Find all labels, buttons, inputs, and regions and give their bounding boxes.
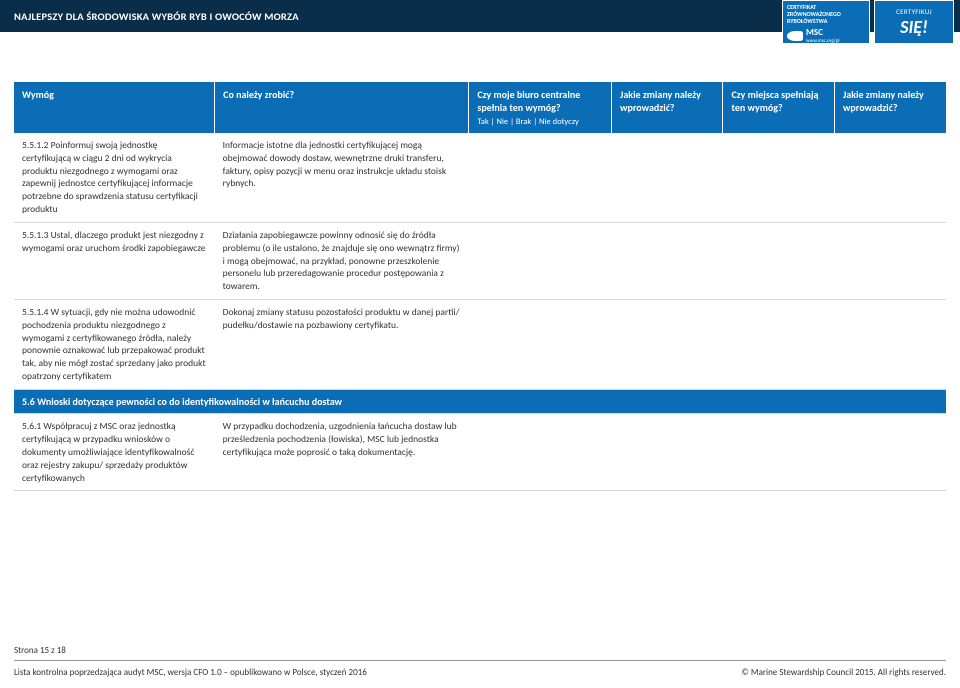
header-central: Czy moje biuro centralne spełnia ten wym… xyxy=(469,82,612,133)
req-cell: 5.5.1.3 Ustal, dlaczego produkt jest nie… xyxy=(14,222,215,299)
action-cell: Działania zapobiegawcze powinny odnosić … xyxy=(215,222,469,299)
header-requirement: Wymóg xyxy=(14,82,215,133)
section-row: 5.6 Wnioski dotyczące pewności co do ide… xyxy=(14,389,946,414)
empty-cell xyxy=(723,133,834,222)
cert-line3: RYBOŁÓWSTWA xyxy=(787,18,865,25)
sie-big: SIĘ! xyxy=(900,16,928,38)
action-cell: W przypadku dochodzenia, uzgodnienia łań… xyxy=(215,414,469,491)
empty-cell xyxy=(612,414,723,491)
empty-cell xyxy=(834,299,946,389)
banner-title: NAJLEPSZY DLA ŚRODOWISKA WYBÓR RYB I OWO… xyxy=(14,10,299,23)
sie-badge: CERTYFIKUJ SIĘ! xyxy=(874,0,954,44)
section-title: 5.6 Wnioski dotyczące pewności co do ide… xyxy=(14,389,946,414)
requirements-table: Wymóg Co należy zrobić? Czy moje biuro c… xyxy=(14,82,946,491)
empty-cell xyxy=(834,414,946,491)
page-number: Strona 15 z 18 xyxy=(14,645,946,656)
empty-cell xyxy=(834,222,946,299)
empty-cell xyxy=(612,299,723,389)
header-central-sub: Tak | Nie | Brak | Nie dotyczy xyxy=(477,117,603,127)
empty-cell xyxy=(723,222,834,299)
sie-top: CERTYFIKUJ xyxy=(896,7,932,16)
msc-cert-badge: CERTYFIKAT ZRÓWNOWAŻONEGO RYBOŁÓWSTWA MS… xyxy=(782,0,870,44)
fish-icon xyxy=(787,31,803,41)
table-header-row: Wymóg Co należy zrobić? Czy moje biuro c… xyxy=(14,82,946,133)
empty-cell xyxy=(723,299,834,389)
header-central-top: Czy moje biuro centralne spełnia ten wym… xyxy=(477,88,580,114)
footer-divider xyxy=(14,660,946,661)
footer-left: Lista kontrolna poprzedzająca audyt MSC,… xyxy=(14,667,367,678)
table-row: 5.6.1 Współpracuj z MSC oraz jednostką c… xyxy=(14,414,946,491)
empty-cell xyxy=(723,414,834,491)
main-content: Wymóg Co należy zrobić? Czy moje biuro c… xyxy=(0,32,960,491)
action-cell: Informacje istotne dla jednostki certyfi… xyxy=(215,133,469,222)
footer-right: © Marine Stewardship Council 2015. All r… xyxy=(741,667,946,678)
empty-cell xyxy=(612,133,723,222)
msc-label: MSC xyxy=(806,28,840,39)
table-row: 5.5.1.3 Ustal, dlaczego produkt jest nie… xyxy=(14,222,946,299)
header-changes1: Jakie zmiany należy wprowadzić? xyxy=(612,82,723,133)
header-changes2: Jakie zmiany należy wprowadzić? xyxy=(834,82,946,133)
empty-cell xyxy=(469,414,612,491)
action-cell: Dokonaj zmiany statusu pozostałości prod… xyxy=(215,299,469,389)
req-cell: 5.5.1.2 Poinformuj swoją jednostkę certy… xyxy=(14,133,215,222)
header-places: Czy miejsca spełniają ten wymóg? xyxy=(723,82,834,133)
empty-cell xyxy=(469,299,612,389)
header-action: Co należy zrobić? xyxy=(215,82,469,133)
table-row: 5.5.1.2 Poinformuj swoją jednostkę certy… xyxy=(14,133,946,222)
empty-cell xyxy=(612,222,723,299)
empty-cell xyxy=(469,133,612,222)
empty-cell xyxy=(469,222,612,299)
msc-url: www.msc.org/pl xyxy=(806,38,840,44)
req-cell: 5.6.1 Współpracuj z MSC oraz jednostką c… xyxy=(14,414,215,491)
page-footer: Strona 15 z 18 Lista kontrolna poprzedza… xyxy=(0,645,960,678)
empty-cell xyxy=(834,133,946,222)
table-row: 5.5.1.4 W sytuacji, gdy nie można udowod… xyxy=(14,299,946,389)
req-cell: 5.5.1.4 W sytuacji, gdy nie można udowod… xyxy=(14,299,215,389)
